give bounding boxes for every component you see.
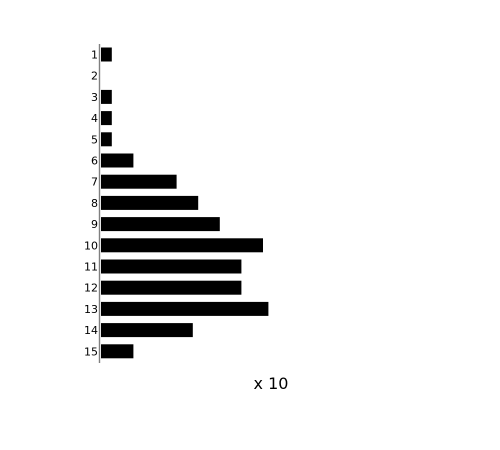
bar-1	[101, 47, 112, 62]
bar-7	[101, 174, 177, 189]
tick-label-11: 11	[84, 261, 98, 274]
bars-group	[101, 47, 269, 359]
tick-label-15: 15	[84, 345, 98, 358]
tick-label-6: 6	[91, 155, 98, 168]
bar-9	[101, 217, 220, 232]
bar-12	[101, 280, 242, 295]
tick-label-7: 7	[91, 176, 98, 189]
tick-label-9: 9	[91, 218, 98, 231]
tick-label-4: 4	[91, 112, 98, 125]
tick-label-10: 10	[84, 239, 98, 252]
tick-label-12: 12	[84, 282, 98, 295]
bar-8	[101, 195, 199, 210]
tick-label-13: 13	[84, 303, 98, 316]
bar-14	[101, 323, 193, 338]
tick-label-8: 8	[91, 197, 98, 210]
bar-11	[101, 259, 242, 274]
bar-4	[101, 111, 112, 126]
bar-3	[101, 89, 112, 104]
bar-5	[101, 132, 112, 147]
value-scale-label: x 10	[254, 374, 289, 393]
bar-13	[101, 301, 269, 316]
tick-label-1: 1	[91, 49, 98, 62]
tick-label-2: 2	[91, 70, 98, 83]
bar-6	[101, 153, 134, 168]
bar-10	[101, 238, 263, 253]
tick-label-3: 3	[91, 91, 98, 104]
tick-label-5: 5	[91, 133, 98, 146]
tick-label-14: 14	[84, 324, 98, 337]
bar-15	[101, 344, 134, 359]
